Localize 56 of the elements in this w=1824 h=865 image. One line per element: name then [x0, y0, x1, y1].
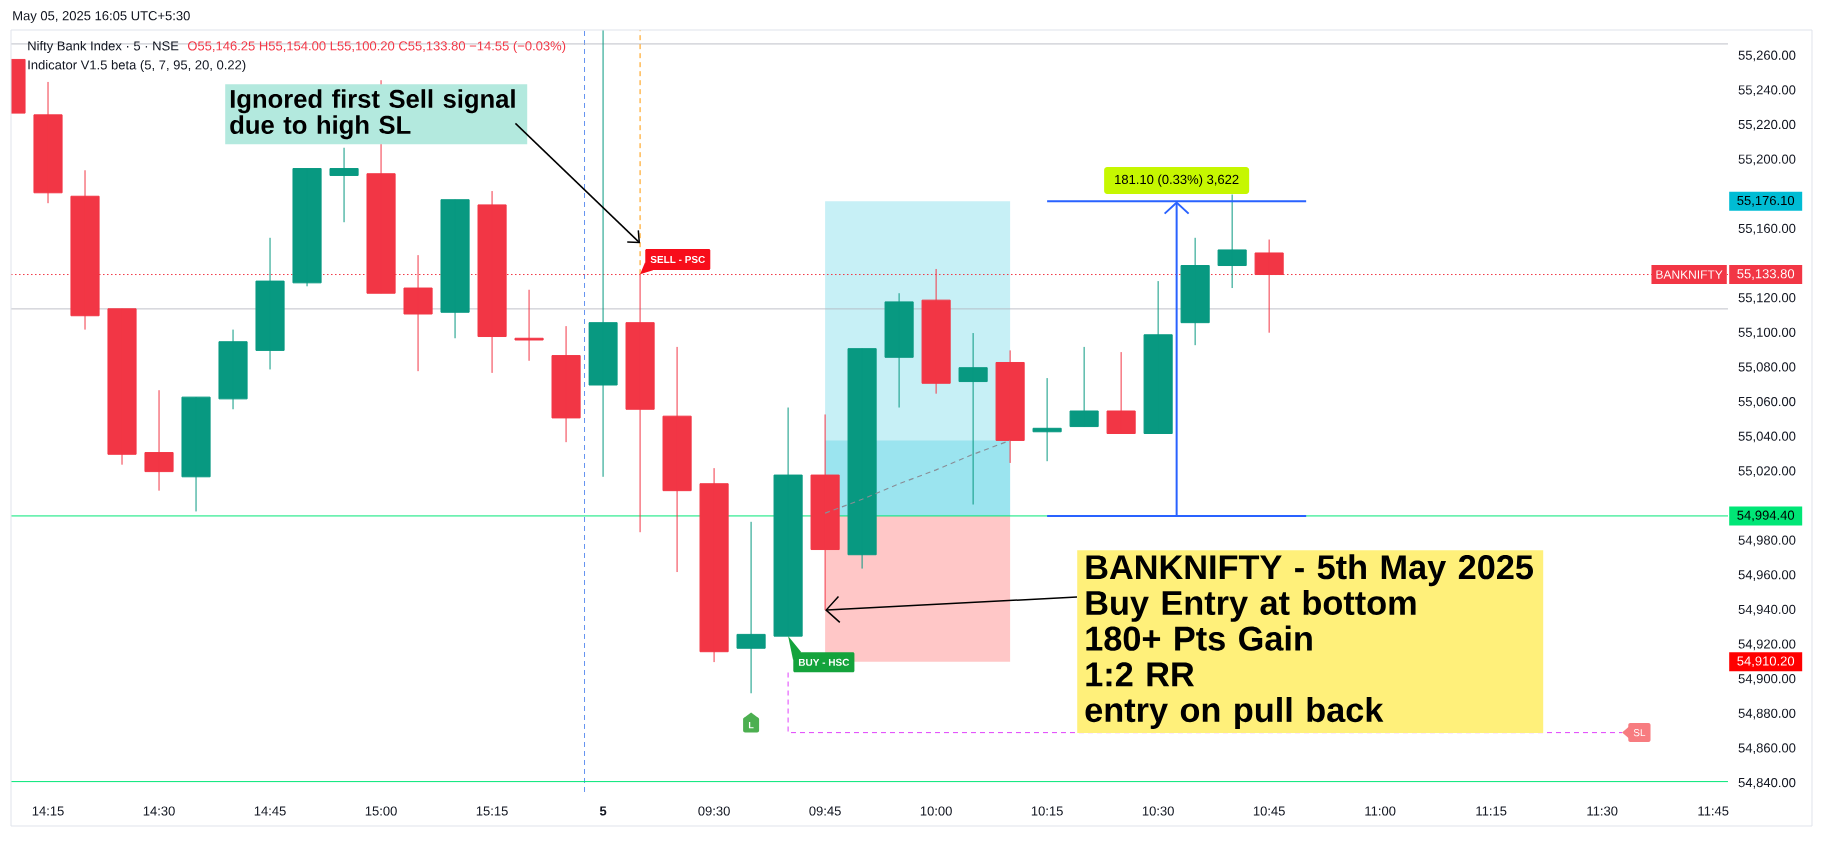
x-tick-label: 09:45 [809, 806, 841, 816]
y-tick-label: 55,020.00 [1738, 466, 1796, 477]
x-tick-label: 11:00 [1365, 806, 1396, 816]
y-tick-label: 54,900.00 [1738, 674, 1796, 685]
text: May 05, 2025 16:05 UTC+5:30 [13, 11, 190, 23]
x-tick-label: 14:15 [32, 806, 64, 816]
y-tick-label: 54,840.00 [1738, 777, 1796, 789]
y-tick-label: 54,940.00 [1738, 604, 1796, 616]
annotation: L [748, 722, 754, 729]
x-tick-label: 15:15 [476, 806, 508, 816]
annotation: O55,146.25 H55,154.00 L55,100.20 C55,133.80 −14.55 (−0.03%) [187, 40, 566, 54]
y-tick-label: 55,100.00 [1738, 327, 1796, 339]
y-tick-label: 54,980.00 [1738, 535, 1796, 547]
x-tick-label: 11:30 [1587, 806, 1618, 816]
x-tick-label: 11:45 [1698, 806, 1729, 816]
ref-line-label: 54,994.40 [1737, 510, 1795, 522]
annotation: BUY - HSC [798, 658, 850, 666]
annotation: SELL - PSC [650, 255, 706, 264]
x-tick-label: 15:00 [365, 806, 397, 816]
text: Indicator V1.5 beta (5, 7, 95, 20, 0.22) [28, 59, 246, 73]
annotation: SL [1633, 729, 1646, 737]
y-tick-label: 55,120.00 [1738, 293, 1796, 304]
x-tick-label: 14:45 [254, 806, 286, 816]
y-tick-label: 54,880.00 [1738, 708, 1796, 720]
y-tick-label: 55,200.00 [1738, 154, 1796, 166]
y-tick-label: 55,240.00 [1738, 85, 1796, 96]
y-tick-label: 54,910.20 [1737, 656, 1795, 668]
annotation: BANKNIFTY - 5th May 2025 [1086, 554, 1533, 587]
x-tick-label: 11:15 [1476, 806, 1507, 816]
y-tick-label: 54,920.00 [1738, 639, 1796, 651]
x-tick-label: 14:30 [143, 806, 175, 816]
x-tick-label: 10:30 [1142, 806, 1174, 816]
x-tick-label: 10:15 [1031, 806, 1063, 816]
y-tick-label: 55,040.00 [1738, 431, 1796, 443]
y-tick-label: 55,160.00 [1738, 223, 1796, 235]
x-tick-label: 09:30 [698, 806, 730, 816]
y-tick-label: 55,060.00 [1738, 396, 1796, 408]
y-tick-label: 55,220.00 [1738, 119, 1796, 131]
y-tick-label: 55,080.00 [1738, 362, 1796, 374]
x-tick-label: 10:00 [920, 806, 952, 816]
y-tick-label: 54,960.00 [1738, 570, 1796, 581]
x-tick-label: 10:45 [1253, 806, 1285, 816]
annotation: 180+ Pts Gain [1086, 625, 1312, 651]
text: Nifty Bank Index · 5 · NSE [28, 40, 179, 54]
annotation: due to high SL [230, 115, 411, 140]
annotation: entry on pull back [1085, 696, 1384, 729]
annotation: 181.10 (0.33%) 3,622 [1115, 174, 1239, 187]
annotation: 1:2 RR [1086, 662, 1195, 687]
y-tick-label: 55,176.10 [1737, 195, 1795, 207]
text: BANKNIFTY [1656, 270, 1723, 279]
y-tick-label: 55,260.00 [1738, 50, 1796, 62]
y-tick-label: 54,860.00 [1738, 743, 1796, 755]
ref-line-label: 55,133.80 [1737, 269, 1795, 280]
x-tick-label: 5 [599, 806, 607, 816]
annotation: Buy Entry at bottom [1086, 589, 1416, 622]
annotation: Ignored first Sell signal [230, 89, 515, 114]
